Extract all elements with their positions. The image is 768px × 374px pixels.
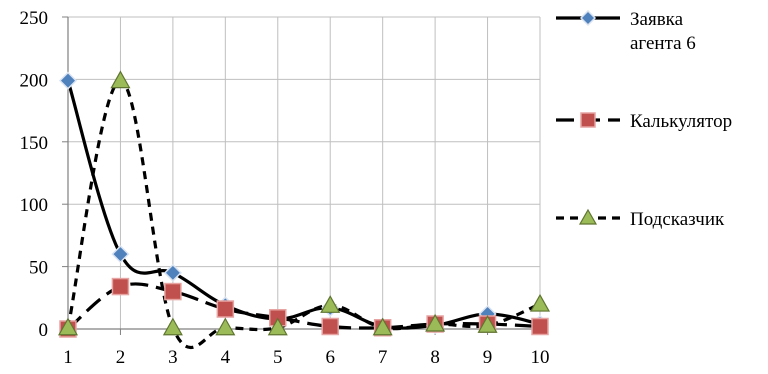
data-point-kalkulyator bbox=[531, 317, 549, 336]
data-point-zayavka-agenta-6 bbox=[163, 263, 182, 282]
legend-marker-kalkulyator bbox=[580, 112, 596, 128]
data-point-podskazchik bbox=[110, 70, 131, 89]
y-tick-label: 0 bbox=[39, 320, 49, 341]
data-point-kalkulyator bbox=[321, 317, 339, 336]
data-point-kalkulyator bbox=[111, 277, 130, 296]
y-tick-label: 100 bbox=[20, 195, 49, 216]
legend-label-zayavka-agenta-6: Заявка bbox=[630, 9, 684, 30]
data-point-zayavka-agenta-6 bbox=[58, 71, 78, 90]
data-point-podskazchik bbox=[529, 293, 551, 312]
data-point-podskazchik bbox=[320, 295, 341, 313]
series-lines bbox=[66, 79, 541, 349]
data-point-kalkulyator bbox=[216, 300, 235, 318]
data-point-podskazchik bbox=[425, 313, 446, 332]
data-point-podskazchik bbox=[215, 317, 236, 336]
y-tick-label: 150 bbox=[20, 133, 49, 154]
data-point-zayavka-agenta-6 bbox=[111, 245, 130, 264]
x-tick-label: 9 bbox=[483, 347, 493, 368]
y-tick-label: 50 bbox=[29, 258, 48, 279]
legend-label-zayavka-agenta-6: агента 6 bbox=[630, 33, 696, 54]
data-point-podskazchik bbox=[267, 317, 288, 336]
legend-label-podskazchik: Подсказчик bbox=[630, 209, 725, 230]
x-tick-label: 10 bbox=[531, 347, 550, 368]
axes bbox=[62, 16, 541, 335]
x-tick-label: 1 bbox=[63, 347, 73, 368]
data-point-podskazchik bbox=[57, 317, 79, 336]
x-tick-label: 5 bbox=[273, 347, 283, 368]
y-tick-labels: 0 50 100 150 200 250 bbox=[20, 8, 49, 341]
series-line-kalkulyator bbox=[66, 282, 541, 331]
data-point-podskazchik bbox=[162, 317, 183, 336]
legend-marker-podskazchik bbox=[578, 208, 598, 225]
legend-marker-zayavka-agenta-6 bbox=[579, 9, 597, 27]
x-tick-label: 7 bbox=[378, 347, 388, 368]
y-tick-label: 200 bbox=[20, 70, 49, 91]
x-tick-label: 4 bbox=[221, 347, 231, 368]
y-tick-label: 250 bbox=[20, 8, 49, 29]
data-point-podskazchik bbox=[372, 317, 393, 336]
x-tick-label: 2 bbox=[116, 347, 126, 368]
legend-label-kalkulyator: Калькулятор bbox=[630, 111, 732, 132]
grid-lines bbox=[68, 16, 541, 329]
legend: Заявка агента 6 Калькулятор Подсказчик bbox=[556, 9, 732, 230]
x-tick-label: 3 bbox=[168, 347, 178, 368]
x-tick-labels: 1 2 3 4 5 6 7 8 9 10 bbox=[63, 347, 549, 368]
x-tick-label: 8 bbox=[430, 347, 440, 368]
series-line-podskazchik bbox=[66, 79, 541, 349]
series-markers bbox=[57, 70, 551, 338]
data-point-kalkulyator bbox=[164, 282, 182, 301]
x-tick-label: 6 bbox=[325, 347, 335, 368]
data-point-podskazchik bbox=[477, 315, 498, 333]
